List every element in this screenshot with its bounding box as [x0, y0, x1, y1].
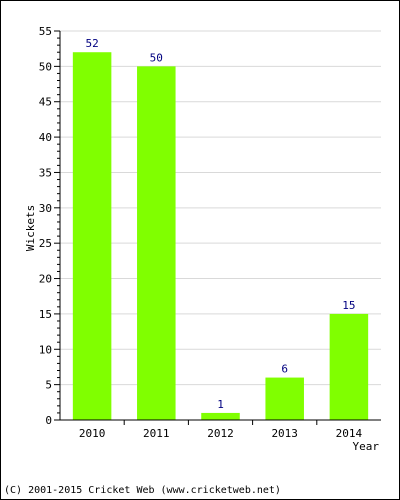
x-tick-label: 2014 [336, 427, 363, 440]
grid-lines [60, 30, 381, 386]
bar-2011 [137, 66, 176, 420]
y-tick-label: 10 [39, 343, 52, 356]
bar-2014 [329, 313, 369, 420]
y-axis-label: Wickets [24, 205, 37, 251]
y-tick-label: 5 [45, 379, 52, 392]
y-tick-label: 50 [39, 60, 52, 73]
x-tick-label: 2011 [143, 427, 170, 440]
copyright-footer: (C) 2001-2015 Cricket Web (www.cricketwe… [4, 485, 281, 496]
data-label-2013: 6 [281, 363, 288, 376]
data-label-2011: 50 [150, 51, 163, 64]
y-tick-label: 20 [39, 273, 52, 286]
y-tick-label: 0 [45, 414, 52, 427]
y-tick-label: 15 [39, 308, 52, 321]
bar-2013 [265, 377, 304, 420]
bar-2010 [72, 52, 112, 421]
y-tick-label: 25 [39, 237, 52, 250]
bar-2012 [201, 412, 240, 420]
bars [72, 52, 369, 421]
x-tick-label: 2012 [207, 427, 234, 440]
data-label-2010: 52 [85, 37, 98, 50]
y-tick-label: 45 [39, 96, 52, 109]
data-labels: 52 50 1 6 15 [85, 37, 355, 411]
data-label-2012: 1 [217, 398, 224, 411]
y-tick-label: 40 [39, 131, 52, 144]
x-tick-label: 2010 [79, 427, 106, 440]
y-tick-label: 30 [39, 202, 52, 215]
y-tick-label: 55 [39, 25, 52, 38]
data-label-2014: 15 [342, 299, 355, 312]
y-tick-label: 35 [39, 166, 52, 179]
x-tick-label: 2013 [271, 427, 298, 440]
x-axis-label: Year [353, 440, 380, 453]
axes: 0 5 10 15 20 25 30 35 40 45 50 55 2010 2011 2012 2013 20… [39, 25, 381, 440]
